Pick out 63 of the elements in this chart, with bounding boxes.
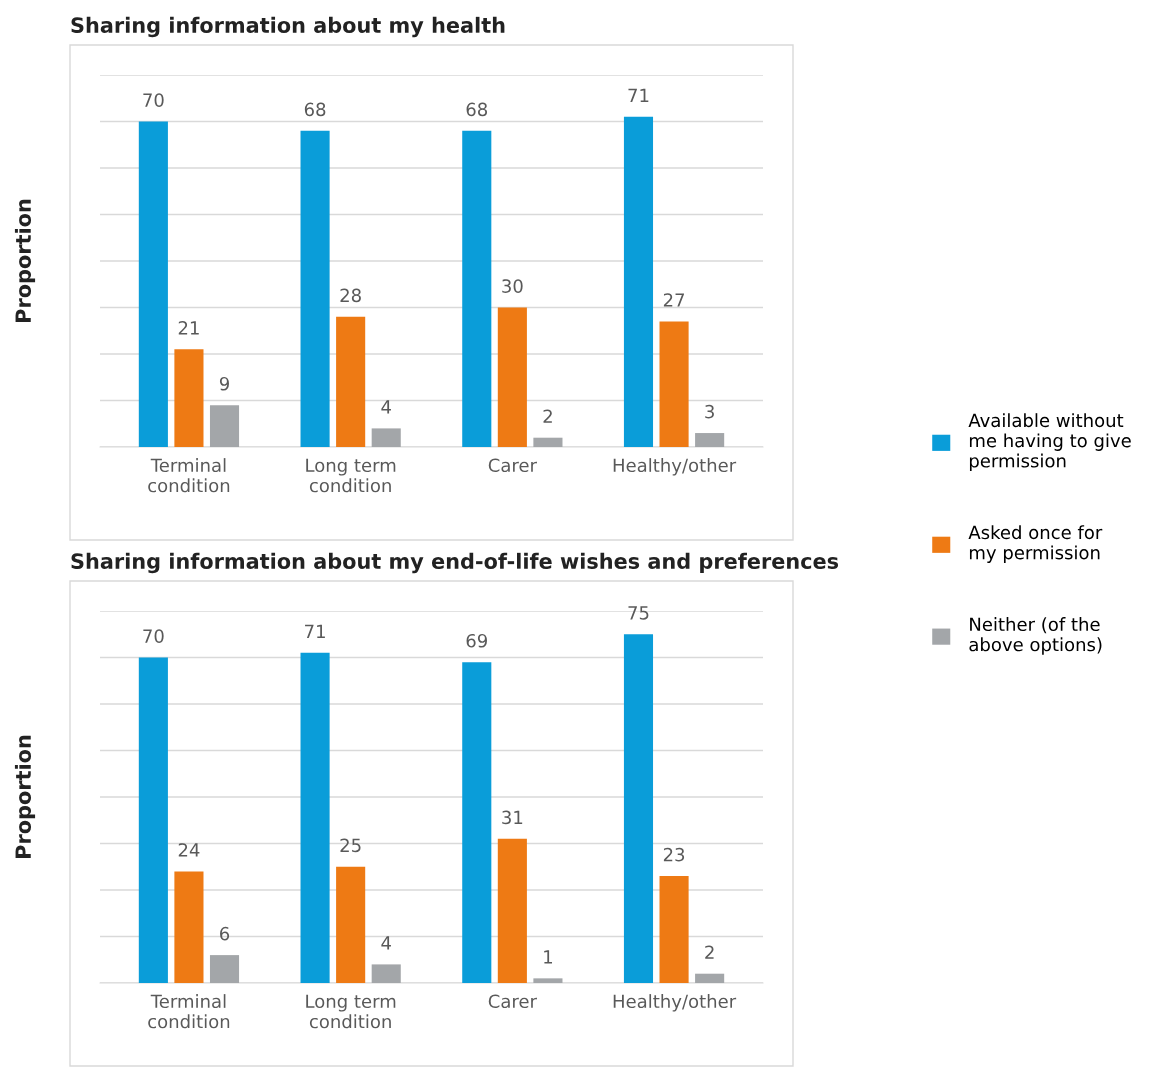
data-label: 28: [340, 288, 361, 303]
chart-title: Sharing information about my end-of-life wishes and preferences: [71, 552, 839, 574]
data-label: 25: [340, 838, 361, 853]
legend-label: Neither (of the above options): [969, 617, 1102, 655]
data-label: 27: [663, 293, 685, 307]
bar: [497, 307, 527, 447]
bar: [138, 657, 168, 983]
bar: [174, 349, 204, 447]
y-axis-title: Proportion: [14, 199, 36, 322]
bar: [659, 321, 689, 447]
data-label: 71: [305, 624, 325, 638]
data-label: 24: [178, 843, 200, 857]
bar: [336, 866, 366, 983]
x-tick-label: Carer: [488, 994, 537, 1009]
bar: [336, 316, 366, 447]
bar: [209, 955, 240, 983]
bar: [300, 130, 330, 447]
bar: [659, 876, 689, 983]
data-label: 4: [381, 936, 391, 950]
data-label: 70: [143, 93, 164, 107]
data-label: 2: [705, 945, 714, 959]
data-label: 75: [628, 606, 649, 620]
data-label: 71: [628, 88, 649, 102]
chart-title: Sharing information about my health: [71, 16, 505, 38]
bar: [209, 405, 240, 447]
data-label: 68: [466, 102, 488, 117]
x-tick-label: Terminal condition: [148, 994, 230, 1029]
bar: [695, 433, 725, 447]
bar: [623, 634, 654, 983]
data-label: 69: [466, 633, 487, 648]
data-label: 21: [178, 321, 199, 335]
bar: [138, 121, 168, 447]
data-label: 1: [544, 950, 553, 964]
bar: [174, 871, 204, 983]
data-label: 31: [502, 810, 523, 825]
x-tick-label: Long term condition: [306, 994, 396, 1029]
data-label: 4: [381, 400, 391, 414]
x-tick-label: Long term condition: [306, 458, 396, 493]
data-label: 70: [143, 629, 164, 643]
data-label: 68: [304, 102, 326, 117]
bar: [371, 964, 401, 983]
bar: [533, 437, 563, 447]
bar: [462, 662, 492, 983]
bar: [497, 838, 527, 983]
x-tick-label: Healthy/other: [613, 994, 737, 1012]
data-label: 30: [502, 279, 523, 293]
legend-label: Asked once for my permission: [968, 525, 1103, 563]
x-tick-label: Healthy/other: [613, 458, 737, 476]
bar: [623, 116, 654, 447]
data-label: 9: [219, 376, 229, 391]
x-tick-label: Terminal condition: [148, 458, 230, 493]
bar: [371, 428, 401, 447]
data-label: 6: [220, 926, 230, 941]
data-label: 3: [705, 404, 714, 419]
y-axis-title: Proportion: [14, 735, 36, 858]
data-label: 2: [543, 409, 552, 423]
bar: [462, 130, 492, 447]
bar: [300, 652, 330, 983]
bar: [695, 973, 725, 983]
bar: [533, 978, 563, 983]
data-label: 23: [663, 847, 685, 862]
x-tick-label: Carer: [488, 458, 537, 473]
legend-label: Available without me having to give permission: [968, 413, 1131, 472]
